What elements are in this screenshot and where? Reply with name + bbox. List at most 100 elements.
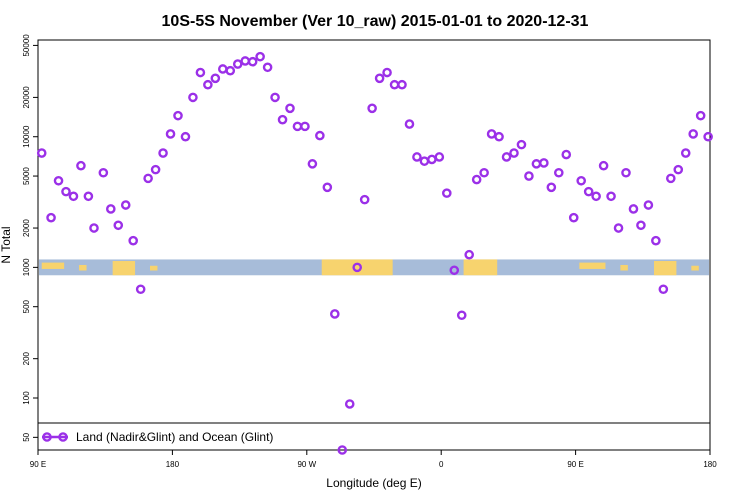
land-patch: [579, 262, 606, 269]
x-tick-label: 180: [166, 460, 180, 469]
land-patch: [150, 265, 158, 271]
data-point: [568, 212, 579, 223]
x-tick-label: 180: [703, 460, 717, 469]
data-point: [464, 249, 475, 260]
map-strip: [39, 259, 709, 276]
data-point: [359, 194, 370, 205]
data-point: [628, 204, 639, 214]
data-point: [404, 119, 415, 129]
y-tick-label: 10000: [22, 125, 31, 148]
data-point: [539, 158, 549, 168]
data-point: [397, 79, 407, 90]
y-tick-label: 200: [22, 351, 31, 365]
data-point: [195, 67, 206, 78]
data-point: [277, 114, 288, 125]
legend-marker: [42, 432, 52, 442]
data-point: [613, 223, 624, 233]
data-point: [61, 186, 71, 197]
y-axis-label: N Total: [0, 226, 13, 263]
data-point: [307, 159, 318, 169]
data-point: [300, 121, 310, 132]
data-point: [76, 160, 86, 171]
data-point: [703, 131, 713, 142]
x-tick-label: 90 E: [567, 460, 583, 469]
data-point: [180, 131, 191, 142]
legend-marker: [58, 432, 68, 442]
data-point: [636, 220, 646, 231]
data-point: [143, 173, 153, 184]
data-point: [621, 167, 631, 178]
data-point: [158, 148, 168, 158]
y-tick-label: 100: [22, 391, 31, 405]
data-point: [583, 186, 594, 197]
data-point: [509, 148, 519, 158]
data-point: [591, 191, 601, 202]
land-patch: [41, 262, 65, 269]
data-point: [680, 148, 691, 158]
land-patch: [691, 265, 699, 271]
data-point: [598, 160, 609, 171]
data-point: [68, 191, 79, 202]
y-tick-label: 5000: [22, 167, 31, 185]
chart-title: 10S-5S November (Ver 10_raw) 2015-01-01 …: [162, 13, 589, 30]
data-point: [554, 167, 564, 178]
data-point: [546, 182, 557, 193]
data-point: [247, 56, 258, 67]
y-tick-label: 1000: [22, 258, 31, 276]
y-axis: 50 100 200 500 1000 2000 5000 10000 20000 50000: [22, 34, 38, 442]
data-point: [322, 182, 333, 193]
data-point: [382, 67, 392, 78]
data-point: [673, 164, 684, 175]
data-point: [270, 92, 280, 103]
y-tick-label: 2000: [22, 219, 31, 237]
land-patch: [321, 259, 393, 276]
data-point: [606, 191, 616, 202]
x-axis: 90 E 180 90 W 0 90 E 180: [30, 450, 717, 469]
land-patch: [463, 259, 498, 276]
data-point: [232, 59, 243, 69]
data-point: [352, 262, 363, 273]
data-point: [225, 65, 236, 76]
data-point: [83, 191, 94, 202]
data-point: [120, 200, 131, 210]
data-point: [98, 167, 109, 178]
plot-frame: [37, 39, 711, 451]
y-tick-label: 50000: [22, 34, 31, 57]
land-patch: [112, 261, 136, 276]
data-point: [106, 204, 116, 214]
data-point: [494, 131, 504, 142]
data-point: [36, 148, 47, 158]
data-point: [113, 220, 124, 231]
data-point: [666, 173, 676, 184]
data-point: [203, 79, 213, 90]
data-point: [337, 445, 348, 455]
data-point: [412, 152, 422, 162]
y-tick-label: 500: [22, 299, 31, 313]
x-tick-label: 90 E: [30, 460, 46, 469]
data-point: [262, 62, 273, 73]
land-patch: [79, 264, 87, 271]
data-point: [367, 103, 377, 114]
data-point: [471, 174, 482, 185]
plot-area: [37, 39, 711, 451]
data-point: [344, 399, 355, 409]
data-point: [255, 51, 265, 62]
data-point: [434, 152, 445, 162]
data-point: [441, 188, 452, 198]
data-point: [135, 284, 146, 295]
data-point: [285, 103, 295, 114]
data-point: [688, 129, 699, 139]
data-point: [501, 152, 512, 162]
data-point: [456, 310, 467, 321]
data-point: [449, 265, 460, 276]
legend: Land (Nadir&Glint) and Ocean (Glint): [38, 422, 710, 444]
y-tick-label: 50: [22, 432, 31, 441]
legend-label: Land (Nadir&Glint) and Ocean (Glint): [76, 430, 273, 444]
data-point: [516, 139, 527, 150]
data-point: [576, 175, 587, 186]
x-tick-label: 90 W: [297, 460, 316, 469]
data-point: [315, 130, 325, 141]
land-patch: [620, 264, 628, 271]
x-axis-label: Longitude (deg E): [326, 476, 421, 490]
